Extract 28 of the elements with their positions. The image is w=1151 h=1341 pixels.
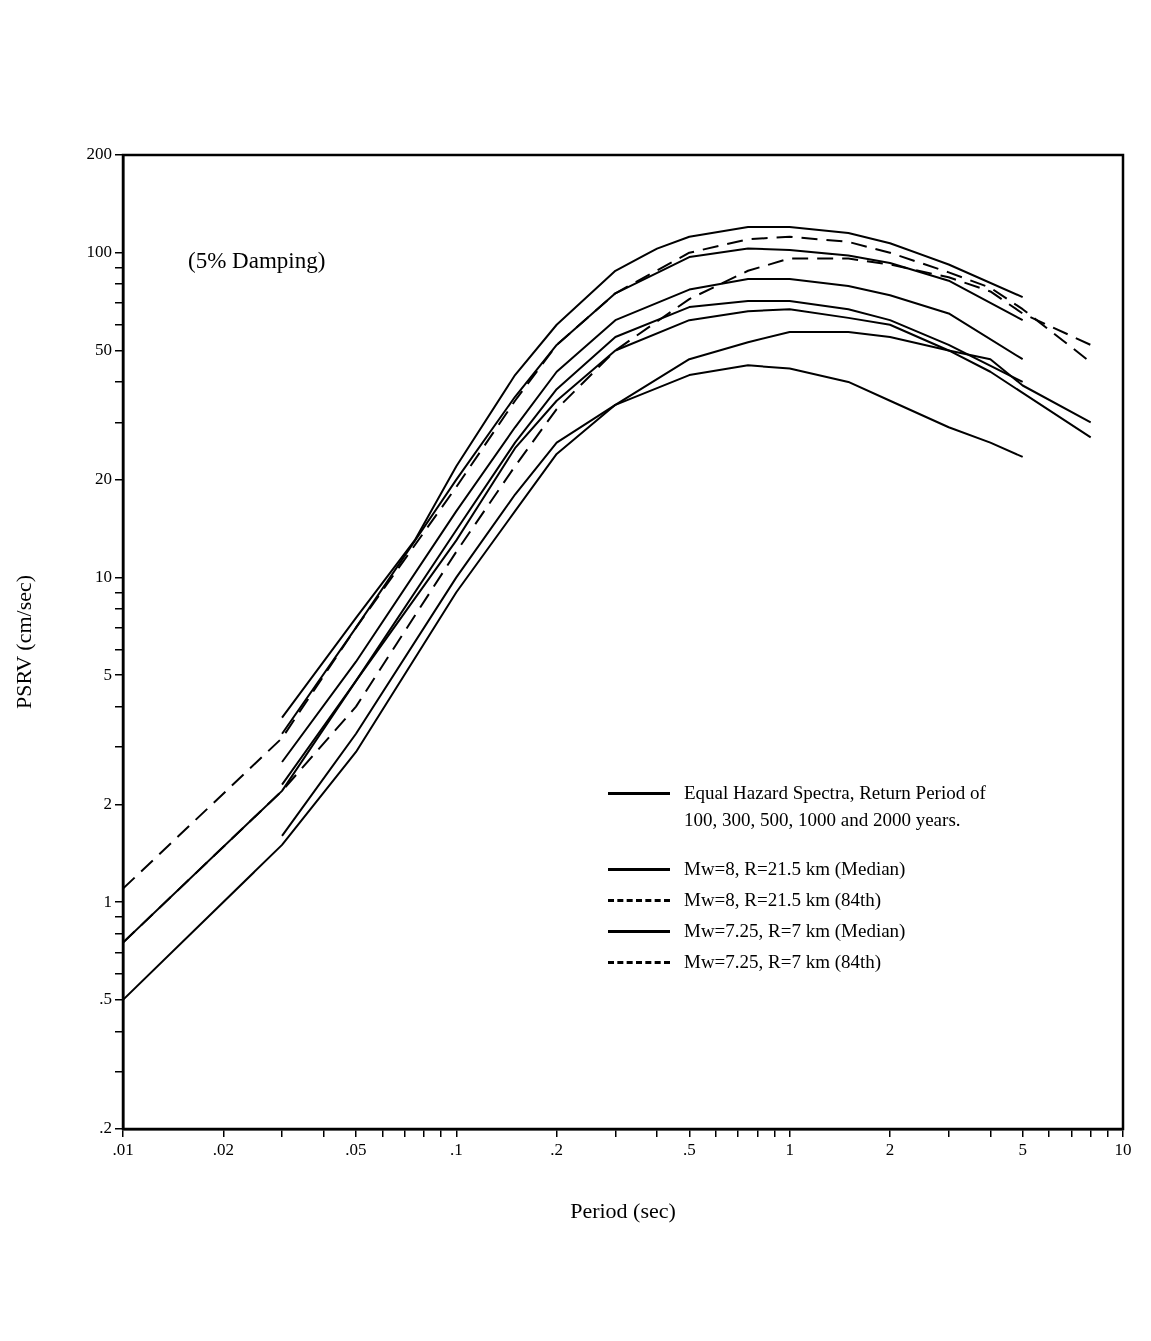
y-tick-label: 100 bbox=[86, 242, 112, 262]
x-tick-label: .2 bbox=[550, 1139, 564, 1159]
x-tick-label: .01 bbox=[112, 1139, 134, 1159]
x-tick-label: .1 bbox=[449, 1139, 463, 1159]
x-tick-label: 2 bbox=[885, 1139, 895, 1159]
y-tick-label: 50 bbox=[95, 339, 112, 359]
x-tick-label: 1 bbox=[785, 1139, 794, 1159]
legend-label: Equal Hazard Spectra, Return Period of 100, 300, 500, 1000 and 2000 years. bbox=[684, 781, 987, 832]
y-tick-label: 1 bbox=[103, 891, 112, 911]
y-tick-label: 10 bbox=[95, 566, 112, 586]
legend-label: Mw=7.25, R=7 km (84th) bbox=[684, 950, 883, 974]
x-axis-title: Period (sec) bbox=[570, 1197, 676, 1223]
legend-label: Mw=7.25, R=7 km (Median) bbox=[684, 919, 907, 943]
annotation: (5% Damping) bbox=[188, 248, 326, 274]
y-axis-title: PSRV (cm/sec) bbox=[10, 574, 36, 710]
y-tick-label: 2 bbox=[103, 793, 112, 813]
y-tick-label: 5 bbox=[103, 664, 112, 684]
legend-label: Mw=8, R=21.5 km (84th) bbox=[684, 888, 883, 912]
legend-label: Mw=8, R=21.5 km (Median) bbox=[684, 857, 907, 881]
x-tick-label: 10 bbox=[1114, 1139, 1132, 1159]
y-tick-label: .5 bbox=[99, 989, 112, 1009]
y-tick-label: 20 bbox=[95, 469, 112, 489]
x-tick-label: .05 bbox=[345, 1139, 367, 1159]
x-tick-label: .02 bbox=[212, 1139, 234, 1159]
x-tick-label: .5 bbox=[682, 1139, 696, 1159]
x-tick-label: 5 bbox=[1018, 1139, 1027, 1159]
y-tick-label: .2 bbox=[99, 1118, 112, 1138]
y-tick-label: 200 bbox=[86, 144, 112, 164]
